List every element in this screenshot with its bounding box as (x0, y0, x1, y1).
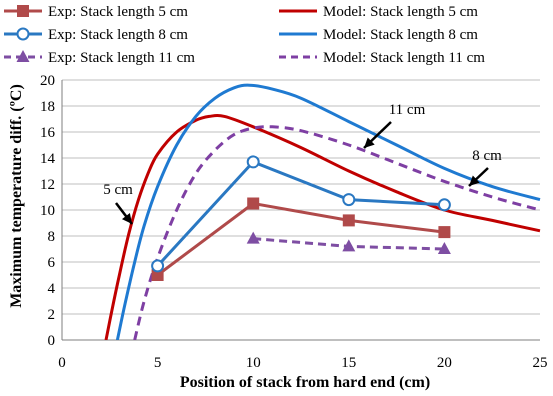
legend-item: Model: Stack length 8 cm (279, 27, 478, 43)
x-axis-title: Position of stack from hard end (cm) (180, 374, 430, 391)
arrowhead-icon (121, 213, 132, 224)
y-tick-label: 14 (40, 151, 56, 167)
y-tick-label: 16 (40, 125, 56, 141)
data-point-exp-stack-length-11-cm (246, 231, 260, 244)
legend: Exp: Stack length 5 cm Exp: Stack length … (0, 0, 553, 72)
legend-label: Model: Stack length 11 cm (323, 50, 485, 66)
arrowhead-icon (364, 137, 375, 148)
tick-labels: 0 2 4 6 8 10 12 14 16 18 20 0 5 10 15 20 25 (40, 73, 548, 371)
series-line-model-stack-length-11-cm (133, 125, 541, 340)
data-point-exp-stack-length-5-cm (438, 226, 451, 239)
data-point-exp-stack-length-5-cm (247, 197, 260, 210)
legend-label: Exp: Stack length 11 cm (48, 50, 195, 66)
y-tick-label: 8 (48, 229, 56, 245)
series-layer (104, 83, 541, 340)
x-tick-label: 25 (533, 355, 548, 371)
x-tick-label: 10 (246, 355, 261, 371)
y-tick-label: 4 (48, 281, 56, 297)
y-tick-label: 10 (40, 203, 55, 219)
legend-marker-swatch (17, 5, 29, 17)
data-point-exp-stack-length-8-cm (437, 198, 451, 212)
data-point-exp-stack-length-8-cm (151, 259, 165, 273)
legend-item: Model: Stack length 5 cm (279, 4, 478, 20)
grid-lines (62, 79, 540, 341)
legend-label: Model: Stack length 8 cm (323, 27, 478, 43)
y-tick-label: 6 (48, 255, 56, 271)
legend-item: Exp: Stack length 8 cm (4, 27, 188, 43)
axes (61, 80, 540, 341)
data-point-exp-stack-length-8-cm (246, 155, 260, 169)
legend-label: Exp: Stack length 8 cm (48, 27, 188, 43)
y-tick-label: 12 (40, 177, 55, 193)
series-line-exp-stack-length-8-cm (156, 160, 445, 267)
data-point-exp-stack-length-11-cm (437, 242, 451, 254)
legend-label: Exp: Stack length 5 cm (48, 4, 188, 20)
series-line-model-stack-length-5-cm (104, 113, 541, 340)
legend-background (0, 0, 553, 72)
y-axis-title: Maximum temperature diff. (ºC) (8, 84, 25, 308)
annotations: 5 cm 8 cm 11 cm (103, 102, 502, 225)
legend-marker-swatch (16, 27, 30, 41)
y-tick-label: 20 (40, 73, 55, 89)
arrowhead-icon (469, 175, 480, 186)
legend-label: Model: Stack length 5 cm (323, 4, 478, 20)
legend-item: Model: Stack length 11 cm (279, 50, 485, 66)
series-line-exp-stack-length-5-cm (156, 201, 445, 277)
y-tick-label: 18 (40, 99, 55, 115)
annotation-label: 5 cm (103, 182, 133, 198)
x-tick-label: 15 (341, 355, 356, 371)
data-point-exp-stack-length-8-cm (342, 193, 356, 207)
x-tick-label: 0 (58, 355, 66, 371)
x-tick-label: 5 (154, 355, 162, 371)
data-point-exp-stack-length-11-cm (342, 239, 356, 252)
y-tick-label: 0 (48, 333, 56, 349)
y-tick-label: 2 (48, 307, 56, 323)
legend-marker-swatch (16, 50, 30, 62)
legend-item: Exp: Stack length 11 cm (4, 50, 195, 66)
annotation-label: 8 cm (472, 148, 502, 164)
series-line-model-stack-length-8-cm (115, 83, 541, 340)
data-point-exp-stack-length-5-cm (151, 269, 164, 281)
legend-item: Exp: Stack length 5 cm (4, 4, 188, 20)
annotation-label: 11 cm (389, 102, 426, 118)
data-point-exp-stack-length-5-cm (342, 214, 355, 227)
x-tick-label: 20 (437, 355, 452, 371)
